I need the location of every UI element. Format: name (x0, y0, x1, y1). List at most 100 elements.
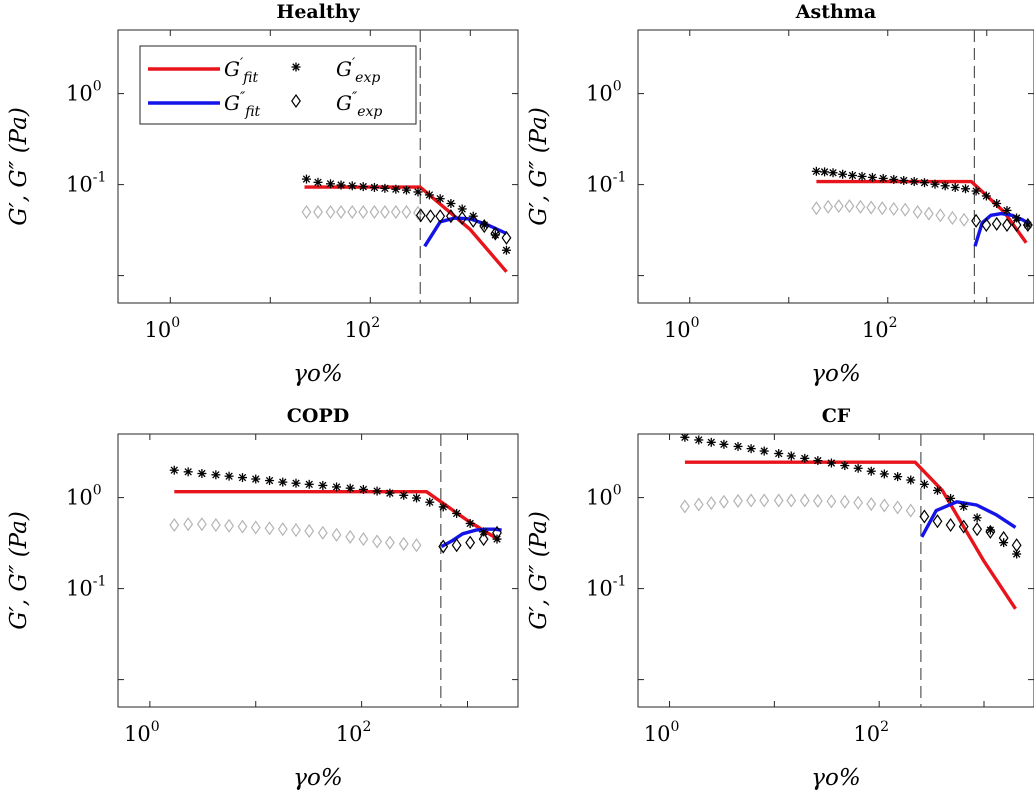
data-point-star (992, 198, 1002, 208)
data-point-diamond (1011, 538, 1022, 553)
data-point-star (424, 190, 434, 200)
data-point-star (197, 469, 207, 479)
data-point-diamond (919, 509, 930, 524)
data-point-diamond (972, 522, 983, 537)
data-point-star (826, 458, 836, 468)
data-point-diamond (718, 494, 729, 509)
data-point-diamond (250, 520, 261, 535)
data-point-star (211, 470, 221, 480)
data-point-star (413, 187, 423, 197)
data-point-star (425, 497, 435, 507)
data-point-diamond (468, 213, 479, 228)
data-point-diamond (971, 213, 982, 228)
y-axis-label: G′, G″ (Pa) (6, 511, 32, 630)
plot-frame (117, 433, 519, 708)
data-point-diamond (855, 199, 866, 214)
data-point-diamond (501, 230, 512, 245)
data-point-star (878, 173, 888, 183)
data-point-star (820, 167, 830, 177)
data-point-diamond (888, 201, 899, 217)
data-point-star (774, 449, 784, 459)
data-point-star (336, 180, 346, 190)
data-point-star (853, 463, 863, 473)
data-point-diamond (390, 204, 401, 220)
data-point-diamond (759, 493, 770, 508)
data-point-star (940, 181, 950, 191)
data-point-star (332, 482, 342, 492)
data-point-star (981, 191, 991, 201)
data-point-star (1012, 549, 1022, 559)
data-point-diamond (823, 199, 834, 214)
data-point-diamond (900, 202, 911, 217)
data-point-star (909, 177, 919, 187)
data-point-diamond (839, 494, 850, 509)
data-point-diamond (465, 535, 476, 550)
data-point-diamond (985, 524, 996, 539)
legend-label-1: G″fit (224, 90, 261, 120)
data-point-star (971, 186, 981, 196)
x-tick-label: 100 (644, 719, 680, 746)
data-point-diamond (905, 503, 916, 518)
y-tick-label: 100 (66, 483, 102, 510)
data-point-star (465, 518, 475, 528)
series-line-0 (304, 185, 508, 273)
data-point-star (867, 172, 877, 182)
data-point-diamond (291, 523, 301, 538)
data-point-diamond (746, 493, 757, 508)
data-point-diamond (398, 536, 409, 551)
data-point-diamond (415, 208, 426, 223)
data-point-star (301, 174, 311, 184)
data-point-star (313, 177, 323, 187)
data-point-diamond (947, 210, 958, 226)
plot-area (679, 434, 1022, 610)
data-point-star (291, 478, 301, 488)
legend-label-3: G″exp (336, 90, 382, 120)
series-line-1 (423, 216, 508, 248)
series-line-1 (440, 527, 502, 548)
data-point-diamond (345, 529, 356, 544)
data-point-star (372, 486, 382, 496)
data-point-diamond (786, 493, 797, 508)
data-point-diamond (425, 209, 436, 224)
data-point-star (345, 483, 355, 493)
y-tick-label: 10-1 (66, 574, 106, 601)
data-point-diamond (959, 212, 970, 227)
data-point-star (238, 473, 248, 483)
data-point-star (899, 175, 909, 185)
data-point-diamond (991, 216, 1002, 231)
data-point-star (746, 444, 756, 454)
data-point-star (318, 480, 328, 490)
data-point-diamond (210, 517, 221, 533)
data-point-diamond (945, 517, 956, 533)
data-point-star (479, 527, 489, 537)
data-point-diamond (457, 210, 468, 226)
data-point-star (452, 508, 462, 518)
data-point-diamond (492, 525, 502, 540)
y-axis-label: G′, G″ (Pa) (6, 107, 32, 226)
series-line-1 (973, 211, 1031, 247)
x-tick-label: 100 (144, 315, 180, 342)
data-point-diamond (1011, 217, 1022, 233)
chart-title: Healthy (276, 1, 360, 23)
data-point-diamond (304, 523, 315, 539)
data-point-star (906, 475, 916, 485)
y-tick-label: 100 (586, 79, 622, 106)
series-line-0 (174, 490, 501, 542)
data-point-star (932, 485, 942, 495)
data-point-diamond (331, 527, 342, 542)
data-point-diamond (379, 204, 390, 220)
data-point-star (385, 488, 395, 498)
data-point-diamond (435, 209, 446, 224)
data-point-diamond (693, 497, 704, 512)
chart-title: CF (822, 405, 851, 427)
data-point-star (857, 171, 867, 181)
data-point-diamond (451, 538, 462, 553)
chart-panel-3: 100 102 100 10-1 CF γo% G′, G″ (Pa) (526, 405, 1034, 791)
data-point-diamond (358, 204, 369, 220)
data-point-diamond (372, 534, 383, 549)
data-point-diamond (438, 539, 449, 554)
data-point-diamond (317, 525, 328, 540)
data-point-star (501, 245, 511, 255)
chart-title: Asthma (795, 1, 876, 23)
